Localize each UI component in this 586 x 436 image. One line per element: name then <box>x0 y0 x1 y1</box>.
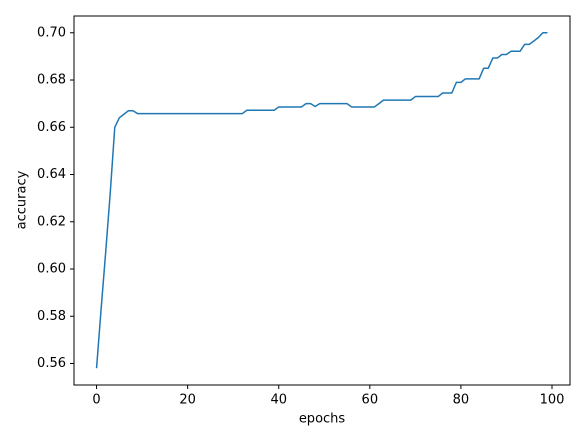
x-tick-label: 100 <box>540 393 565 408</box>
x-tick-label: 60 <box>362 393 379 408</box>
y-tick-label: 0.60 <box>37 262 66 277</box>
x-axis-label: epochs <box>299 412 346 427</box>
x-tick-label: 80 <box>453 393 470 408</box>
y-tick-label: 0.66 <box>37 120 66 135</box>
x-tick-label: 20 <box>179 393 196 408</box>
y-tick-label: 0.62 <box>37 214 66 229</box>
x-tick-label: 40 <box>270 393 287 408</box>
y-tick-label: 0.64 <box>37 167 66 182</box>
y-tick-label: 0.68 <box>37 73 66 88</box>
line <box>95 32 548 369</box>
plot-frame <box>73 15 571 386</box>
y-tick-label: 0.58 <box>37 309 66 324</box>
y-tick-label: 0.56 <box>37 356 66 371</box>
y-tick-label: 0.70 <box>37 25 66 40</box>
x-tick-label: 0 <box>92 393 100 408</box>
y-axis-label: accuracy <box>15 170 30 229</box>
